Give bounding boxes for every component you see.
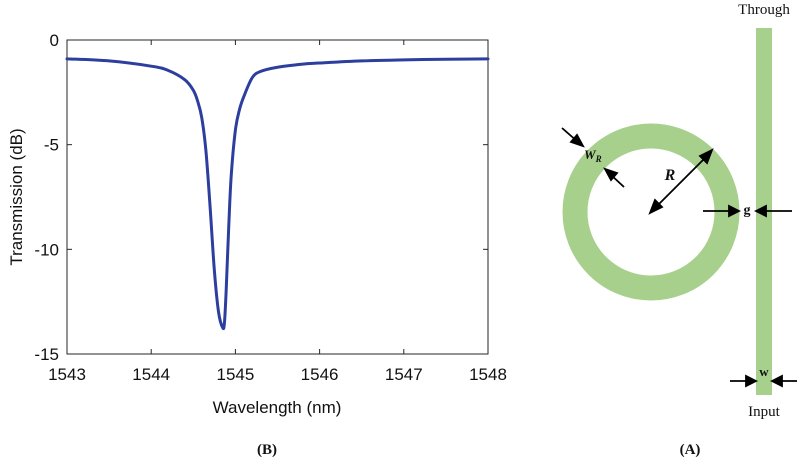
x-tick-label: 1547 (385, 365, 423, 384)
transmission-curve (65, 57, 490, 331)
ring-resonator-diagram: Through Input R WR g (561, 2, 797, 420)
input-port-label: Input (748, 404, 780, 420)
x-tick-label: 1546 (301, 365, 339, 384)
y-tick-label: -5 (44, 136, 59, 155)
panel-label-b: (B) (257, 442, 277, 458)
y-tick-label: 0 (50, 31, 59, 50)
y-tick-label: -10 (34, 240, 59, 259)
y-axis-label: Transmission (dB) (7, 128, 26, 265)
panel-label-a: (A) (680, 442, 701, 458)
gap-label: g (744, 203, 751, 218)
waveguide-width-arrows (730, 374, 797, 388)
x-tick-label: 1545 (216, 365, 254, 384)
ring-resonator (562, 123, 740, 301)
y-axis: 0 -5 -10 -15 (34, 31, 488, 364)
x-tick-label: 1544 (132, 365, 170, 384)
x-axis: 1543 1544 1545 1546 1547 1548 (48, 40, 507, 384)
plot-area (66, 39, 489, 355)
gap-arrows (703, 204, 792, 218)
ring-width-arrows (561, 127, 625, 188)
radius-label: R (664, 167, 676, 184)
through-port-label: Through (738, 2, 790, 18)
transmission-chart: 0 -5 -10 -15 1543 1544 1545 1546 1547 1548 Wavel… (7, 31, 507, 417)
ring-width-label: WR (584, 147, 602, 164)
x-tick-label: 1543 (48, 365, 86, 384)
ring-width-label-sub: R (595, 154, 602, 164)
x-tick-label: 1548 (469, 365, 507, 384)
waveguide-width-label: w (759, 364, 769, 379)
x-axis-label: Wavelength (nm) (213, 398, 342, 417)
ring-width-label-main: W (584, 147, 597, 162)
radius-arrow (648, 148, 714, 215)
y-tick-label: -15 (34, 345, 59, 364)
